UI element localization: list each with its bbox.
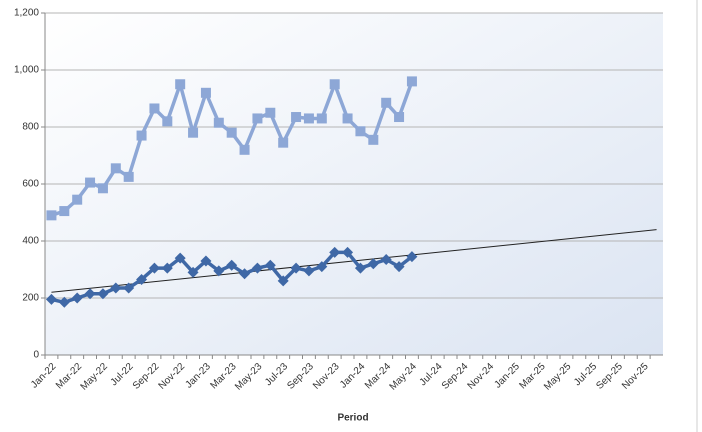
- y-tick-label: 200: [22, 293, 39, 304]
- marker: [290, 262, 302, 274]
- marker: [329, 246, 341, 258]
- marker: [316, 113, 327, 124]
- marker: [59, 206, 70, 217]
- x-tick-label: Sep-22: [131, 361, 162, 392]
- x-tick-label: Sep-24: [440, 361, 471, 392]
- x-tick-label: Jan-22: [29, 361, 59, 391]
- marker: [342, 246, 354, 258]
- marker: [406, 251, 418, 263]
- x-tick-label: May-22: [79, 361, 111, 393]
- marker: [97, 288, 109, 300]
- x-tick-label: May-23: [233, 361, 265, 393]
- marker: [161, 262, 173, 274]
- x-tick-label: Nov-23: [311, 361, 342, 392]
- y-tick-label: 600: [22, 179, 39, 190]
- x-axis-title: Period: [337, 413, 368, 424]
- marker: [252, 113, 263, 124]
- marker: [58, 296, 70, 308]
- marker: [354, 262, 366, 274]
- marker: [329, 79, 340, 90]
- y-tick-label: 400: [22, 236, 39, 247]
- x-tick-label: May-25: [542, 361, 574, 393]
- x-tick-label: Jan-23: [184, 361, 214, 391]
- marker: [149, 103, 160, 114]
- marker: [303, 265, 315, 277]
- marker: [200, 87, 211, 98]
- marker: [303, 113, 314, 124]
- x-tick-label: May-24: [388, 361, 420, 393]
- marker: [97, 183, 108, 194]
- marker: [367, 258, 379, 270]
- marker: [162, 116, 173, 127]
- marker: [136, 130, 147, 141]
- marker: [213, 265, 225, 277]
- marker: [45, 293, 57, 305]
- marker: [291, 112, 302, 123]
- y-tick-label: 800: [22, 122, 39, 133]
- marker: [174, 252, 186, 264]
- marker: [277, 275, 289, 287]
- marker: [110, 163, 121, 174]
- marker: [72, 194, 83, 205]
- marker: [123, 171, 134, 182]
- marker: [355, 126, 366, 137]
- marker: [110, 282, 122, 294]
- marker: [239, 144, 250, 155]
- marker: [136, 273, 148, 285]
- marker: [85, 177, 96, 188]
- x-tick-label: Sep-25: [594, 361, 625, 392]
- marker: [200, 255, 212, 267]
- y-tick-label: 1,200: [14, 8, 39, 19]
- marker: [84, 288, 96, 300]
- marker: [213, 117, 224, 128]
- marker: [264, 259, 276, 271]
- marker: [251, 262, 263, 274]
- marker: [394, 112, 405, 123]
- marker: [226, 127, 237, 138]
- marker: [381, 97, 392, 108]
- marker: [380, 254, 392, 266]
- x-tick-label: Nov-25: [620, 361, 651, 392]
- marker: [368, 134, 379, 145]
- marker: [316, 261, 328, 273]
- x-tick-label: Jan-25: [493, 361, 523, 391]
- marker: [239, 268, 251, 280]
- x-tick-label: Sep-23: [285, 361, 316, 392]
- marker: [71, 292, 83, 304]
- marker: [148, 262, 160, 274]
- marker: [175, 79, 186, 90]
- x-tick-label: Jan-24: [338, 361, 368, 391]
- x-tick-label: Nov-22: [157, 361, 188, 392]
- marker: [406, 76, 417, 87]
- marker: [393, 261, 405, 273]
- y-tick-label: 0: [33, 350, 39, 361]
- x-tick-label: Nov-24: [466, 361, 497, 392]
- marker: [123, 282, 135, 294]
- marker: [265, 107, 276, 118]
- marker: [226, 259, 238, 271]
- y-tick-label: 1,000: [14, 65, 39, 76]
- marker: [187, 266, 199, 278]
- marker: [278, 137, 289, 148]
- marker: [188, 127, 199, 138]
- marker: [46, 210, 57, 221]
- marker: [342, 113, 353, 124]
